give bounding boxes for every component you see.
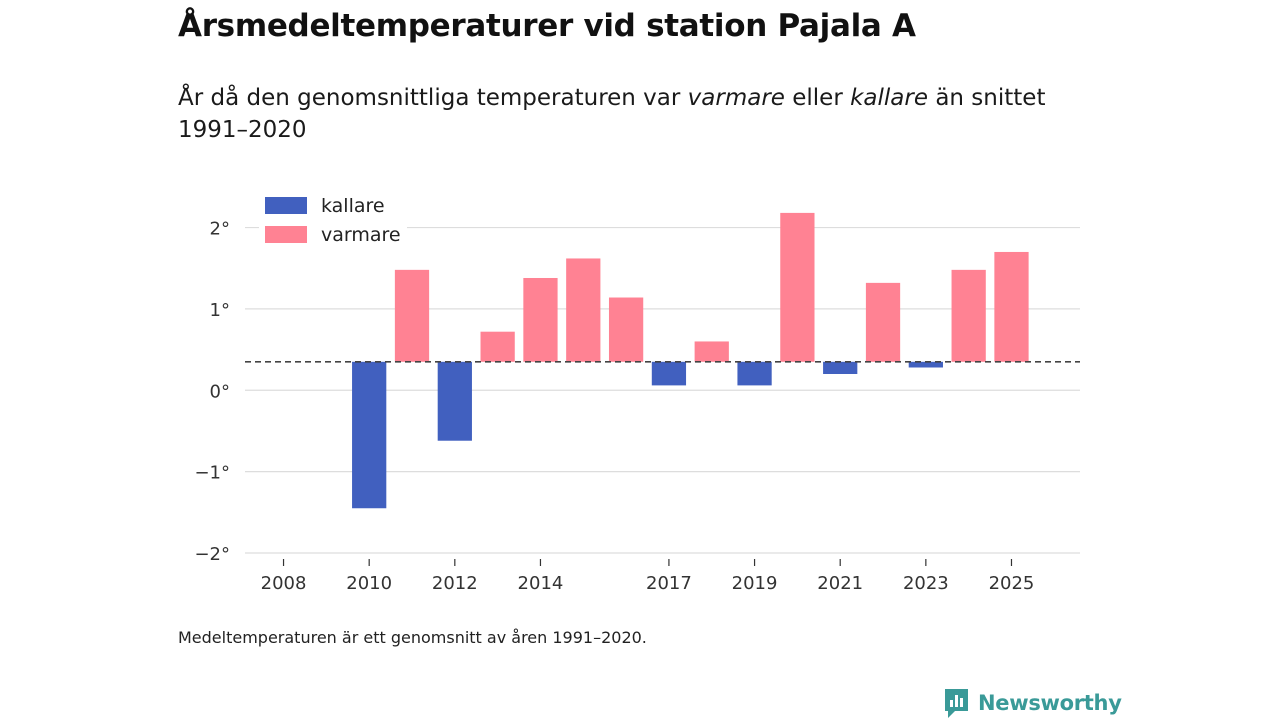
x-tick-label: 2019 [732,573,778,594]
subtitle-part3: än snittet 1991–2020 [178,85,1046,143]
x-tick-label: 2023 [903,573,949,594]
chart-title: Årsmedeltemperaturer vid station Pajala … [178,8,916,44]
chart-subtitle: År då den genomsnittliga temperaturen va… [178,82,1058,146]
subtitle-warm-word: varmare [687,85,785,111]
x-tick-label: 2021 [817,573,863,594]
x-tick-label: 2010 [346,573,392,594]
bar-2013 [480,331,515,362]
x-tick-label: 2008 [261,573,307,594]
bar-2016 [608,297,644,362]
bar-2020 [780,212,815,362]
subtitle-cold-word: kallare [850,85,929,111]
bar-2014 [523,277,558,362]
y-tick-label: −1° [194,463,230,484]
bar-2019 [737,361,772,386]
x-tick-label: 2025 [989,573,1035,594]
y-tick-label: 0° [210,381,230,402]
subtitle-part2: eller [784,85,851,111]
bar-2017 [651,361,687,386]
y-tick-label: 1° [210,300,230,321]
legend-label-varmare: varmare [321,224,401,246]
newsworthy-logo-icon [945,688,968,718]
legend-label-kallare: kallare [321,195,385,217]
x-tick-label: 2012 [432,573,478,594]
x-tick-label: 2017 [646,573,692,594]
bar-2010 [352,361,387,509]
brand-name: Newsworthy [978,691,1122,715]
footnote: Medeltemperaturen är ett genomsnitt av å… [178,628,647,647]
legend-swatch-kallare [265,197,307,214]
bar-2024 [951,269,986,362]
x-tick-label: 2014 [518,573,564,594]
bar-2023 [908,361,943,368]
y-tick-label: 2° [210,219,230,240]
y-tick-label: −2° [194,544,230,565]
bar-2012 [437,361,472,441]
bar-2025 [994,251,1029,362]
brand-logo[interactable]: Newsworthy [943,686,1122,720]
bar-2021 [823,361,858,374]
bar-2011 [394,269,430,362]
bar-2018 [694,341,729,362]
subtitle-part1: År då den genomsnittliga temperaturen va… [178,85,688,111]
bar-2022 [865,282,901,362]
legend-swatch-varmare [265,226,307,243]
bar-2015 [566,258,601,362]
